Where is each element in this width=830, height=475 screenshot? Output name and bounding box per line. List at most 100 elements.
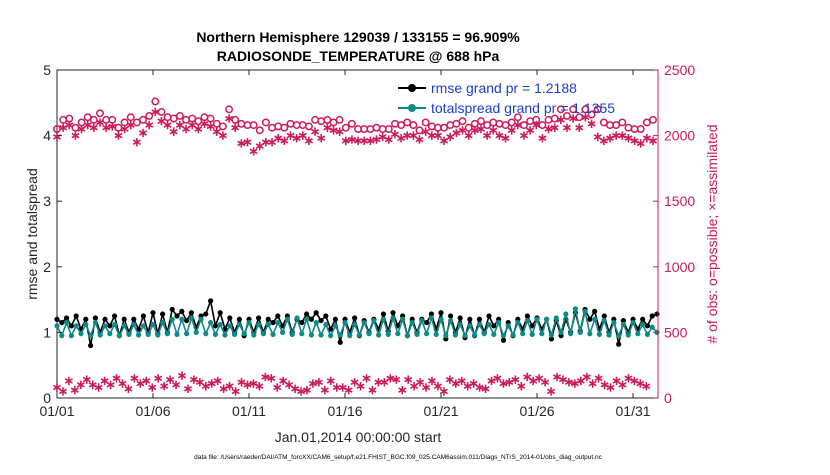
legend-rmse-label: rmse grand pr = 1.2188: [431, 80, 577, 96]
obs_low_assimilated-point-22: [183, 384, 192, 394]
totalspread-point-93: [500, 333, 507, 339]
obs_low_assimilated-point-57: [392, 375, 401, 384]
obs_low_assimilated-point-10: [112, 374, 121, 383]
obs_assimilated-point-12: [126, 120, 135, 130]
totalspread-point-46: [275, 319, 281, 326]
obs_assimilated-point-18: [163, 120, 172, 130]
obs_assimilated-point-80: [544, 124, 553, 134]
obs_low_assimilated-point-3-stroke-2: [70, 387, 79, 393]
totalspread-point-112: [592, 316, 598, 322]
obs_assimilated-point-13-stroke-2: [132, 139, 141, 145]
obs_possible-point-67: [464, 123, 473, 132]
obs_low_assimilated-point-38-stroke-2: [279, 378, 288, 384]
x-tick-label-4: 01/21: [424, 403, 459, 419]
totalspread-point-11: [107, 331, 113, 337]
totalspread-point-89: [481, 331, 487, 337]
totalspread-point-87: [472, 332, 478, 338]
obs_low_assimilated-point-18: [160, 381, 169, 391]
obs_assimilated-point-81-stroke-2: [550, 124, 559, 131]
totalspread-point-24: [169, 316, 175, 322]
obs_low_assimilated-point-56-stroke-2: [386, 375, 395, 382]
totalspread-point-36: [227, 323, 233, 329]
obs_low_assimilated-point-6-stroke-2: [88, 382, 97, 388]
obs_low_assimilated-point-86: [564, 378, 573, 387]
totalspread-point-124: [649, 324, 655, 330]
obs_possible-point-28: [225, 105, 233, 114]
obs_low_assimilated-point-66: [445, 375, 454, 384]
totalspread-point-74: [409, 319, 415, 326]
obs_low_assimilated-point-36-stroke-2: [267, 375, 276, 382]
totalspread-point-52: [304, 316, 310, 322]
y-left-tick-label-3: 3: [43, 193, 51, 209]
obs_possible-point-47: [341, 123, 350, 132]
obs_low_assimilated-point-59-stroke-2: [404, 376, 413, 383]
obs_low_assimilated-point-11-stroke-2: [118, 380, 127, 387]
rmse-point-82: [448, 313, 454, 319]
totalspread-point-113: [596, 331, 603, 337]
rmse-point-91: [491, 323, 497, 329]
obs_low_assimilated-point-12: [124, 384, 133, 394]
obs_low_assimilated-point-8-stroke-2: [100, 378, 109, 384]
obs_assimilated-point-14-stroke-2: [138, 130, 148, 136]
chart-title-line1: Northern Hemisphere 129039 / 133155 = 96…: [196, 29, 520, 45]
x-tick-label-0: 01/01: [39, 403, 74, 419]
obs_low_assimilated-point-72: [481, 384, 490, 394]
obs_assimilated-point-44-stroke-2: [323, 124, 332, 131]
obs_assimilated-point-41-stroke-2: [304, 138, 313, 144]
obs_possible-point-41: [304, 122, 313, 131]
totalspread-point-66: [371, 317, 377, 324]
obs_low_assimilated-point-3: [70, 385, 79, 395]
obs_possible-point-16: [151, 97, 160, 106]
obs_low_assimilated-point-39-stroke-2: [285, 382, 294, 388]
obs_assimilated-point-20: [175, 120, 184, 130]
obs_possible-point-97: [649, 115, 657, 124]
rmse-point-14: [121, 316, 127, 322]
obs_assimilated-point-62: [433, 131, 442, 140]
totalspread-point-40: [246, 319, 252, 326]
obs_low_assimilated-point-42: [302, 385, 312, 395]
obs_low_assimilated-point-5: [82, 375, 91, 384]
obs_assimilated-point-86: [581, 113, 590, 122]
totalspread-point-67: [376, 332, 382, 338]
x-tick-label-5: 01/26: [520, 403, 555, 419]
rmse-point-80: [438, 310, 444, 316]
obs_assimilated-point-43-stroke-2: [317, 135, 326, 142]
obs_assimilated-point-48: [347, 135, 356, 144]
obs_possible-point-17: [157, 108, 166, 116]
obs_possible-point-60: [421, 118, 430, 127]
obs_low_assimilated-point-38: [279, 376, 288, 386]
obs_low_assimilated-point-55-stroke-2: [380, 379, 389, 386]
x-tick-label-3: 01/16: [327, 403, 362, 419]
obs_low_assimilated-point-24-stroke-2: [195, 379, 204, 386]
obs_assimilated-point-29: [231, 123, 240, 132]
totalspread-point-72: [400, 316, 406, 322]
obs_assimilated-point-11: [120, 124, 129, 134]
obs_assimilated-point-53-stroke-2: [378, 134, 387, 140]
totalspread-point-16: [131, 321, 137, 328]
obs_low_assimilated-point-13: [130, 374, 139, 383]
obs_assimilated-point-84-stroke-2: [569, 115, 578, 122]
totalspread-point-34: [217, 321, 223, 328]
obs_assimilated-point-95-stroke-2: [636, 140, 645, 147]
rmse-point-25: [174, 313, 180, 319]
obs_low_assimilated-point-44-stroke-2: [314, 379, 323, 386]
totalspread-point-23: [164, 331, 171, 337]
obs_low_assimilated-point-89: [582, 372, 591, 382]
totalspread-point-85: [462, 333, 468, 339]
obs_assimilated-point-33-stroke-2: [255, 143, 264, 149]
obs_assimilated-point-66-stroke-2: [458, 127, 467, 134]
rmse-point-68: [380, 311, 387, 317]
obs_possible-point-7: [96, 109, 104, 118]
totalspread-point-58: [332, 323, 339, 329]
obs_assimilated-point-58: [409, 131, 418, 140]
rmse-point-12: [112, 313, 118, 319]
obs_assimilated-point-73-stroke-2: [501, 135, 510, 142]
obs_low_assimilated-point-9-stroke-2: [106, 382, 115, 388]
x-tick-label-2: 01/11: [232, 403, 266, 419]
obs_assimilated-point-31-stroke-2: [243, 139, 252, 145]
totalspread-point-121: [635, 331, 641, 337]
obs_assimilated-point-68-stroke-2: [470, 127, 479, 134]
obs_low_assimilated-point-94: [612, 376, 621, 386]
obs_assimilated-point-87-stroke-2: [587, 120, 596, 127]
obs_assimilated-point-45-stroke-2: [329, 127, 338, 134]
